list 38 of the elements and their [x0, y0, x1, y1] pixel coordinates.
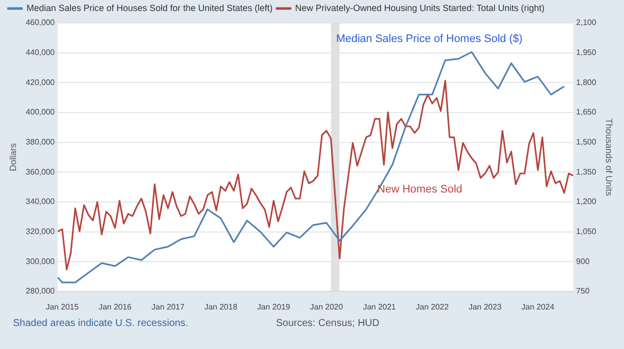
- y2-tick-label: 1,950: [576, 48, 597, 58]
- y-tick-label: 300,000: [26, 256, 56, 266]
- text: Shaded areas indicate U.S. recessions.: [13, 318, 188, 329]
- x-tick-label: Jan 2015: [46, 302, 80, 312]
- x-tick-label: Jan 2016: [98, 302, 132, 312]
- y-axis-title: Dollars: [8, 142, 18, 172]
- x-tick-label: Jan 2020: [310, 302, 344, 312]
- x-tick-label: Jan 2023: [468, 302, 502, 312]
- x-tick-label: Jan 2018: [204, 302, 238, 312]
- y-tick-label: 320,000: [26, 226, 56, 236]
- y2-tick-label: 1,800: [576, 78, 597, 87]
- y-tick-label: 440,000: [26, 48, 56, 58]
- legend-label: Median Sales Price of Houses Sold for the United States (left): [26, 2, 273, 13]
- y-tick-label: 400,000: [26, 108, 56, 117]
- x-tick-label: Jan 2017: [152, 302, 185, 312]
- y2-tick-label: 1,500: [576, 137, 597, 146]
- y-tick-label: 420,000: [26, 78, 56, 87]
- y2-tick-label: 2,100: [576, 18, 597, 28]
- legend-label: New Privately-Owned Housing Units Started: Total Units (right): [295, 2, 545, 13]
- source-note: Sources: Census; HUD: [276, 318, 380, 329]
- y2-tick-label: 1,200: [576, 197, 597, 206]
- x-tick-label: Jan 2024: [521, 302, 555, 312]
- y2-tick-label: 1,650: [576, 108, 597, 117]
- y-tick-label: 460,000: [26, 18, 56, 28]
- annotation: New Homes Sold: [377, 183, 462, 196]
- y-tick-label: 380,000: [26, 137, 56, 146]
- y2-tick-label: 1,350: [576, 167, 597, 176]
- y-tick-label: 280,000: [26, 286, 56, 296]
- y2-axis-title: Thousands of Units: [604, 118, 614, 196]
- y-tick-label: 360,000: [26, 167, 56, 176]
- y-tick-label: 340,000: [26, 197, 56, 206]
- x-tick-label: Jan 2021: [362, 302, 396, 312]
- x-tick-label: Jan 2019: [257, 302, 291, 312]
- y2-tick-label: 750: [576, 286, 590, 296]
- x-tick-label: Jan 2022: [416, 302, 450, 312]
- annotation: Median Sales Price of Homes Sold ($): [336, 33, 523, 46]
- y2-tick-label: 900: [576, 256, 590, 266]
- y2-tick-label: 1,050: [576, 226, 597, 236]
